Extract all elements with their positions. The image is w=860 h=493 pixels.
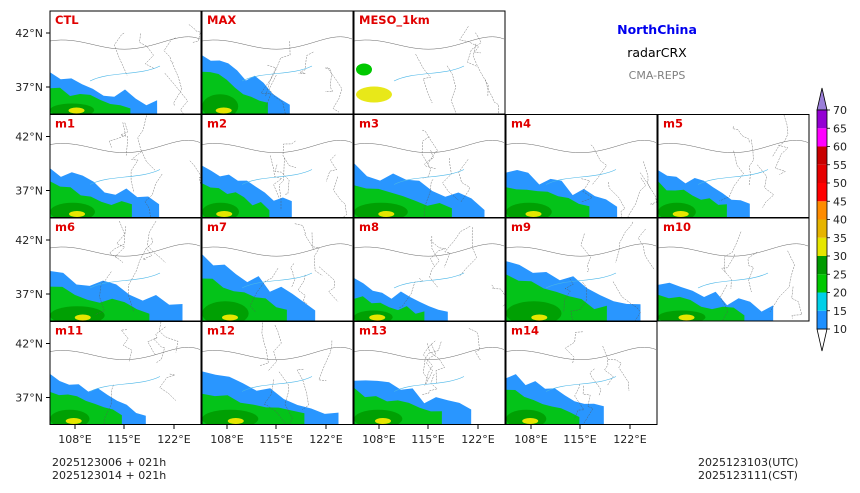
colorbar-segment: [817, 256, 827, 275]
colorbar-segment: [817, 201, 827, 220]
lat-tick-label: 37°N: [15, 81, 43, 94]
panel-label-m10: m10: [663, 220, 691, 234]
lon-tick-label: 115°E: [107, 433, 140, 446]
panel-m7: m7: [201, 217, 354, 322]
lat-tick-label: 42°N: [15, 234, 43, 247]
panel-label-m6: m6: [55, 220, 75, 234]
colorbar-segment: [817, 183, 827, 202]
panel-label-m14: m14: [511, 324, 539, 338]
lon-tick-label: 122°E: [157, 433, 190, 446]
valid-time-cst: 2025123111(CST): [698, 469, 798, 482]
panel-m10: m10: [657, 217, 810, 322]
panel-label-m7: m7: [207, 220, 227, 234]
lat-tick-label: 42°N: [15, 27, 43, 40]
colorbar-tick-label: 60: [833, 141, 847, 154]
lon-tick-label: 108°E: [210, 433, 243, 446]
model-title: CMA-REPS: [628, 69, 686, 82]
panel-label-m2: m2: [207, 117, 227, 131]
panel-grid: CTL MAX MESO_1km m1 m2 m3 m4 m5 m6 m7 m8 m9 m10 m11 m1…: [49, 10, 810, 425]
colorbar-segment: [817, 310, 827, 329]
panel-m14: m14: [505, 321, 658, 425]
init-time-2: 2025123014 + 021h: [52, 469, 167, 482]
panel-m9: m9: [505, 217, 658, 322]
colorbar-segment: [817, 146, 827, 165]
lon-tick-label: 122°E: [613, 433, 646, 446]
panel-m13: m13: [353, 321, 506, 425]
panel-m3: m3: [353, 114, 506, 218]
colorbar-tick-label: 35: [833, 232, 847, 245]
panel-m12: m12: [201, 321, 354, 425]
panel-m8: m8: [353, 217, 506, 322]
panel-label-m11: m11: [55, 324, 83, 338]
colorbar-tick-label: 10: [833, 323, 847, 336]
colorbar-tick-label: 70: [833, 104, 847, 117]
lon-tick-label: 122°E: [461, 433, 494, 446]
lon-tick-label: 108°E: [58, 433, 91, 446]
colorbar-segment: [817, 237, 827, 256]
region-title: NorthChina: [617, 22, 697, 37]
panel-label-m3: m3: [359, 117, 379, 131]
panel-m5: m5: [657, 114, 810, 218]
panel-CTL: CTL: [49, 10, 202, 115]
colorbar-max-arrow: [816, 87, 828, 111]
panel-label-m1: m1: [55, 117, 75, 131]
panel-MAX: MAX: [201, 10, 354, 115]
valid-time-utc: 2025123103(UTC): [698, 456, 799, 469]
variable-title: radarCRX: [627, 45, 687, 60]
colorbar-segment: [817, 274, 827, 293]
panel-label-m8: m8: [359, 220, 379, 234]
panel-m2: m2: [201, 114, 354, 218]
longitude-axis: 108°E 115°E 122°E 108°E 115°E 122°E 108°E 115°E…: [58, 425, 647, 446]
lat-tick-label: 42°N: [15, 131, 43, 144]
panel-label-CTL: CTL: [55, 13, 79, 27]
colorbar: 10 15 20 25 30 35 40 45 50 55 60 65 70: [816, 87, 847, 352]
lat-tick-label: 42°N: [15, 338, 43, 351]
colorbar-tick-label: 20: [833, 287, 847, 300]
init-time-1: 2025123006 + 021h: [52, 456, 167, 469]
lat-tick-label: 37°N: [15, 288, 43, 301]
panel-label-m4: m4: [511, 117, 531, 131]
latitude-axis: 42°N 37°N 42°N 37°N 42°N 37°N 42°N 37°N: [15, 27, 50, 405]
colorbar-tick-label: 65: [833, 122, 847, 135]
colorbar-segment: [817, 219, 827, 238]
colorbar-tick-label: 40: [833, 214, 847, 227]
panel-label-m12: m12: [207, 324, 235, 338]
panel-label-MAX: MAX: [207, 13, 236, 27]
lon-tick-label: 122°E: [309, 433, 342, 446]
colorbar-tick-label: 25: [833, 268, 847, 281]
lat-tick-label: 37°N: [15, 392, 43, 405]
panel-m11: m11: [49, 321, 202, 425]
panel-m4: m4: [505, 114, 658, 218]
colorbar-segment: [817, 164, 827, 183]
lon-tick-label: 108°E: [514, 433, 547, 446]
colorbar-tick-label: 50: [833, 177, 847, 190]
panel-m1: m1: [49, 114, 202, 218]
panel-label-MESO_1km: MESO_1km: [359, 13, 430, 28]
lon-tick-label: 108°E: [362, 433, 395, 446]
panel-MESO_1km: MESO_1km: [353, 10, 506, 115]
lon-tick-label: 115°E: [563, 433, 596, 446]
colorbar-tick-label: 55: [833, 159, 847, 172]
lon-tick-label: 115°E: [259, 433, 292, 446]
panel-m6: m6: [49, 217, 202, 322]
lat-tick-label: 37°N: [15, 185, 43, 198]
panel-label-m5: m5: [663, 117, 683, 131]
colorbar-tick-label: 45: [833, 195, 847, 208]
colorbar-segment: [817, 128, 827, 147]
lon-tick-label: 115°E: [411, 433, 444, 446]
colorbar-segment: [817, 292, 827, 311]
colorbar-tick-label: 15: [833, 305, 847, 318]
panel-label-m13: m13: [359, 324, 387, 338]
panel-label-m9: m9: [511, 220, 531, 234]
colorbar-min-arrow: [816, 328, 828, 352]
colorbar-tick-label: 30: [833, 250, 847, 263]
colorbar-segment: [817, 110, 827, 129]
